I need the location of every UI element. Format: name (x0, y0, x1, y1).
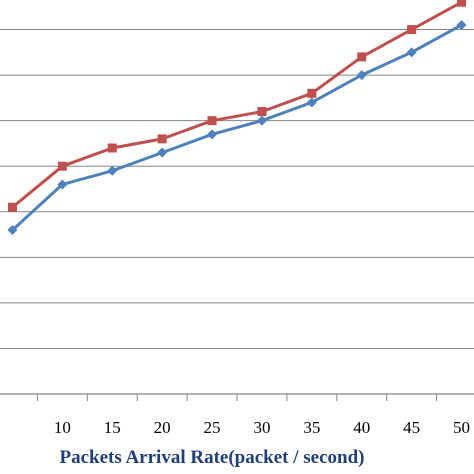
data-point-diamond (406, 47, 417, 58)
gridlines (0, 29, 474, 349)
series-line-2 (11, 23, 463, 232)
data-point-square (307, 88, 317, 98)
data-point-diamond (107, 165, 118, 176)
data-point-diamond (456, 20, 467, 30)
data-point-diamond (57, 179, 68, 190)
series-line-1 (11, 0, 463, 209)
data-point-square (407, 25, 417, 35)
x-tick-label: 30 (253, 418, 270, 437)
data-point-square (157, 134, 167, 144)
x-tick-label: 45 (403, 418, 420, 437)
x-tick-label: 40 (353, 418, 370, 437)
data-point-square (457, 0, 467, 7)
x-tick-label: 10 (54, 418, 71, 437)
data-point-diamond (256, 115, 267, 126)
x-tick-label: 25 (204, 418, 221, 437)
data-point-diamond (306, 97, 317, 108)
x-tick-labels: 10 15 20 25 30 35 40 45 50 (54, 418, 470, 437)
data-point-square (357, 52, 367, 62)
data-point-square (257, 107, 267, 117)
series-lines (11, 0, 463, 232)
x-tick-label: 35 (303, 418, 320, 437)
x-tick-label: 20 (154, 418, 171, 437)
data-point-diamond (7, 225, 18, 235)
x-tick-label: 15 (104, 418, 121, 437)
x-tick-label: 50 (453, 418, 470, 437)
data-point-square (107, 143, 117, 153)
data-point-diamond (157, 147, 168, 158)
data-point-square (7, 202, 17, 212)
series-markers (7, 0, 467, 235)
data-point-square (57, 161, 67, 171)
x-axis (0, 393, 474, 401)
data-point-diamond (356, 70, 367, 81)
x-axis-title: Packets Arrival Rate(packet / second) (60, 447, 365, 468)
data-point-square (207, 116, 217, 126)
data-point-diamond (207, 129, 218, 140)
